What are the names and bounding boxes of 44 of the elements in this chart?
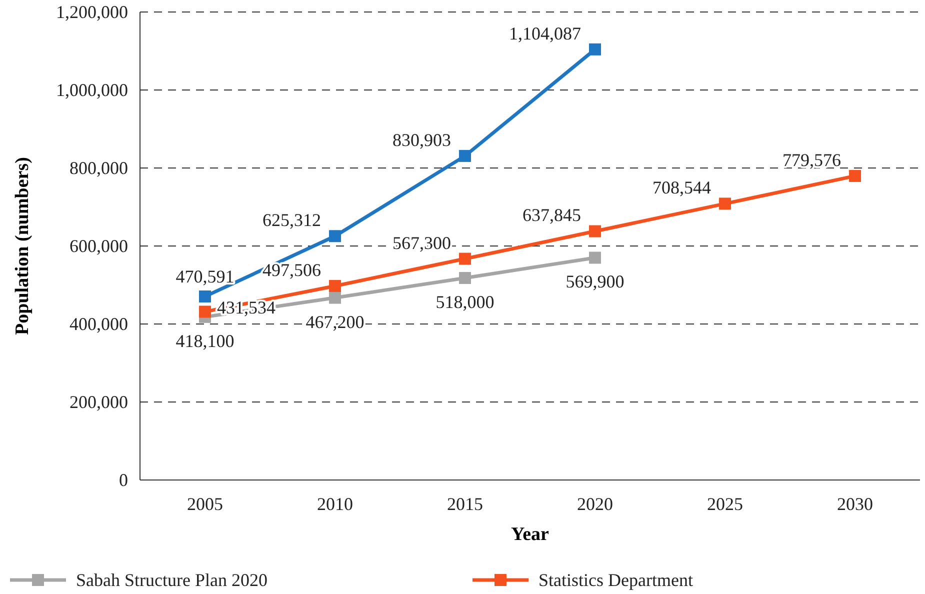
data-label: 830,903	[392, 130, 451, 150]
data-label: 708,544	[652, 178, 711, 198]
data-label: 418,100	[176, 330, 234, 351]
data-label: 779,576	[782, 150, 841, 170]
y-tick-label: 400,000	[70, 314, 128, 334]
point	[199, 290, 211, 302]
data-label: 1,104,087	[509, 23, 581, 44]
x-tick-label: 2015	[447, 494, 483, 514]
x-tick-label: 2020	[577, 494, 613, 514]
y-tick-label: 1,200,000	[56, 2, 128, 22]
point	[459, 150, 471, 162]
point	[589, 43, 601, 56]
y-tick-label: 0	[119, 470, 128, 490]
data-label: 431,534	[217, 298, 276, 318]
x-axis-title: Year	[511, 524, 550, 545]
y-axis-title: Population (numbers)	[12, 157, 33, 335]
legend-label: Sabah Structure Plan 2020	[76, 570, 268, 590]
data-label: 518,000	[436, 292, 494, 312]
point	[329, 292, 341, 304]
data-label: 497,506	[262, 260, 321, 280]
point	[329, 280, 341, 292]
x-tick-label: 2030	[837, 494, 873, 514]
point	[719, 198, 731, 210]
data-label: 567,300	[392, 232, 451, 253]
x-tick-label: 2025	[707, 494, 743, 514]
data-label: 470,591	[176, 266, 234, 286]
x-tick-label: 2005	[187, 494, 223, 514]
legend-label: Statistics Department	[538, 570, 693, 590]
point	[589, 252, 601, 264]
point	[199, 306, 211, 318]
point	[459, 252, 471, 265]
point	[589, 225, 601, 238]
data-label: 569,900	[566, 272, 624, 292]
y-tick-label: 800,000	[70, 158, 128, 178]
data-label: 637,845	[522, 205, 581, 226]
y-tick-label: 200,000	[70, 392, 128, 412]
y-tick-label: 600,000	[70, 236, 128, 256]
point	[849, 170, 861, 182]
data-label: 467,200	[306, 312, 364, 332]
data-label: 625,312	[262, 210, 321, 230]
x-tick-label: 2010	[317, 494, 353, 514]
point	[329, 230, 341, 242]
point	[459, 272, 471, 284]
y-tick-label: 1,000,000	[56, 80, 128, 100]
